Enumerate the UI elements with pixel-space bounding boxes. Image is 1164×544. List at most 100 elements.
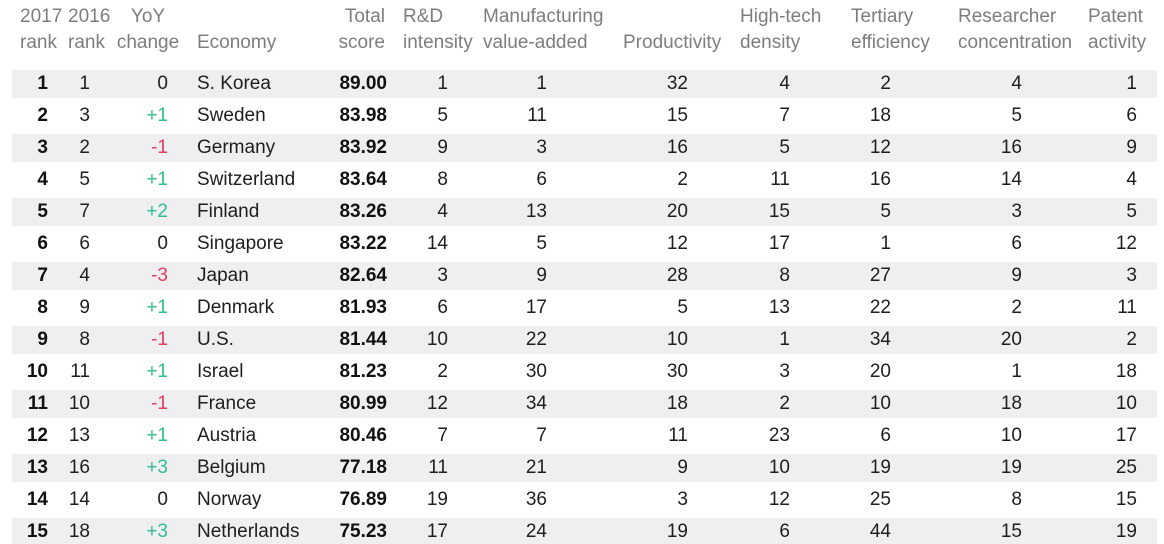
rd-intensity-cell: 3 <box>437 265 448 286</box>
table-body: 1 1 0 S. Korea 89.00 1 1 32 4 2 4 1 2 3 +1 Sweden 83.98 5… <box>12 70 1157 544</box>
researcher-concentration-cell: 6 <box>1011 233 1022 254</box>
rank-2017-cell: 3 <box>37 137 48 158</box>
table-row: 13 16 +3 Belgium 77.18 11 21 9 10 19 19 25 <box>12 454 1157 482</box>
high-tech-density-cell: 5 <box>779 137 790 158</box>
manufacturing-value-added-cell: 24 <box>525 521 547 542</box>
productivity-header-line1 <box>623 4 712 30</box>
rank-2016-cell: 2 <box>79 137 90 158</box>
rank-2016-header-line2: rank <box>68 32 105 53</box>
manufacturing-value-added-header-line2: value-added <box>483 32 588 53</box>
tertiary-efficiency-cell: 25 <box>869 489 891 510</box>
economy-cell: Switzerland <box>197 169 296 190</box>
patent-activity-cell: 18 <box>1115 361 1137 382</box>
rank-2016-cell: 5 <box>79 169 90 190</box>
manufacturing-value-added-cell: 17 <box>525 297 547 318</box>
productivity-cell: 5 <box>677 297 688 318</box>
productivity-cell: 10 <box>666 329 688 350</box>
total-score-cell: 77.18 <box>339 457 387 478</box>
patent-activity-header-line2: activity <box>1088 32 1147 53</box>
economy-header-line1 <box>197 4 330 30</box>
productivity-cell: 19 <box>666 521 688 542</box>
manufacturing-value-added-cell: 5 <box>536 233 547 254</box>
productivity-cell: 18 <box>666 393 688 414</box>
tertiary-efficiency-cell: 6 <box>880 425 891 446</box>
rank-2016-cell: 10 <box>68 393 90 414</box>
economy-cell: Norway <box>197 489 262 510</box>
table-row: 15 18 +3 Netherlands 75.23 17 24 19 6 44 15 19 <box>12 518 1157 544</box>
rank-2017-cell: 2 <box>37 105 48 126</box>
rd-intensity-cell: 8 <box>437 169 448 190</box>
manufacturing-value-added-cell: 9 <box>536 265 547 286</box>
researcher-concentration-cell: 16 <box>1000 137 1022 158</box>
high-tech-density-cell: 8 <box>779 265 790 286</box>
high-tech-density-cell: 2 <box>779 393 790 414</box>
tertiary-efficiency-header-line2: efficiency <box>851 32 930 53</box>
high-tech-density-cell: 12 <box>768 489 790 510</box>
rank-2016-cell: 4 <box>79 265 90 286</box>
high-tech-density-cell: 3 <box>779 361 790 382</box>
high-tech-density-header: High-tech density <box>712 4 834 66</box>
rd-intensity-cell: 12 <box>426 393 448 414</box>
researcher-concentration-header-line2: concentration <box>958 32 1073 53</box>
patent-activity-cell: 5 <box>1126 201 1137 222</box>
total-score-header: Total score <box>330 4 390 66</box>
rank-2016-header-line1: 2016 <box>68 6 111 27</box>
table-row: 6 6 0 Singapore 83.22 14 5 12 17 1 6 12 <box>12 230 1157 258</box>
economy-cell: Israel <box>197 361 244 382</box>
patent-activity-cell: 4 <box>1126 169 1137 190</box>
rank-2017-cell: 14 <box>26 489 48 510</box>
economy-cell: Finland <box>197 201 260 222</box>
rank-2016-cell: 13 <box>68 425 90 446</box>
productivity-header: Productivity <box>617 4 722 66</box>
tertiary-efficiency-cell: 44 <box>869 521 891 542</box>
table-row: 12 13 +1 Austria 80.46 7 7 11 23 6 10 17 <box>12 422 1157 450</box>
yoy-change-cell: -1 <box>151 393 168 414</box>
researcher-concentration-cell: 2 <box>1011 297 1022 318</box>
total-score-cell: 82.64 <box>339 265 387 286</box>
total-score-cell: 81.44 <box>339 329 387 350</box>
manufacturing-value-added-cell: 7 <box>536 425 547 446</box>
innovation-ranking-table: 2017 rank 2016 rank YoY change Economy Total sco… <box>12 0 1157 544</box>
researcher-concentration-header: Researcher concentration <box>936 4 1072 66</box>
economy-header: Economy <box>188 4 330 66</box>
total-score-cell: 75.23 <box>339 521 387 542</box>
total-score-cell: 83.26 <box>339 201 387 222</box>
researcher-concentration-cell: 10 <box>1000 425 1022 446</box>
manufacturing-value-added-cell: 36 <box>525 489 547 510</box>
tertiary-efficiency-header: Tertiary efficiency <box>834 4 936 66</box>
economy-cell: Austria <box>197 425 257 446</box>
researcher-concentration-header-line1: Researcher <box>958 6 1057 27</box>
researcher-concentration-cell: 4 <box>1011 73 1022 94</box>
tertiary-efficiency-cell: 19 <box>869 457 891 478</box>
rd-intensity-cell: 7 <box>437 425 448 446</box>
table-row: 14 14 0 Norway 76.89 19 36 3 12 25 8 15 <box>12 486 1157 514</box>
manufacturing-value-added-cell: 13 <box>525 201 547 222</box>
tertiary-efficiency-cell: 18 <box>869 105 891 126</box>
yoy-change-cell: +1 <box>146 425 168 446</box>
rank-2017-cell: 11 <box>27 393 48 414</box>
rd-intensity-cell: 4 <box>437 201 448 222</box>
productivity-cell: 15 <box>666 105 688 126</box>
patent-activity-cell: 17 <box>1115 425 1137 446</box>
table-row: 4 5 +1 Switzerland 83.64 8 6 2 11 16 14 4 <box>12 166 1157 194</box>
yoy-change-cell: +1 <box>146 297 168 318</box>
rd-intensity-cell: 2 <box>437 361 448 382</box>
rd-intensity-cell: 14 <box>426 233 448 254</box>
yoy-change-cell: -1 <box>151 329 168 350</box>
rd-intensity-cell: 1 <box>437 73 448 94</box>
high-tech-density-cell: 17 <box>768 233 790 254</box>
yoy-change-cell: -1 <box>151 137 168 158</box>
total-score-header-line1: Total <box>344 6 385 27</box>
rank-2017-cell: 6 <box>37 233 48 254</box>
table-header: 2017 rank 2016 rank YoY change Economy Total sco… <box>12 4 1157 66</box>
rd-intensity-header-line1: R&D <box>403 6 444 27</box>
manufacturing-value-added-header: Manufacturing value-added <box>452 4 617 66</box>
high-tech-density-cell: 10 <box>768 457 790 478</box>
patent-activity-header-line1: Patent <box>1088 6 1143 27</box>
total-score-cell: 83.64 <box>339 169 387 190</box>
patent-activity-cell: 25 <box>1115 457 1137 478</box>
productivity-header-line2: Productivity <box>623 32 722 53</box>
tertiary-efficiency-cell: 5 <box>880 201 891 222</box>
yoy-change-header: YoY change <box>108 4 188 66</box>
patent-activity-cell: 6 <box>1126 105 1137 126</box>
